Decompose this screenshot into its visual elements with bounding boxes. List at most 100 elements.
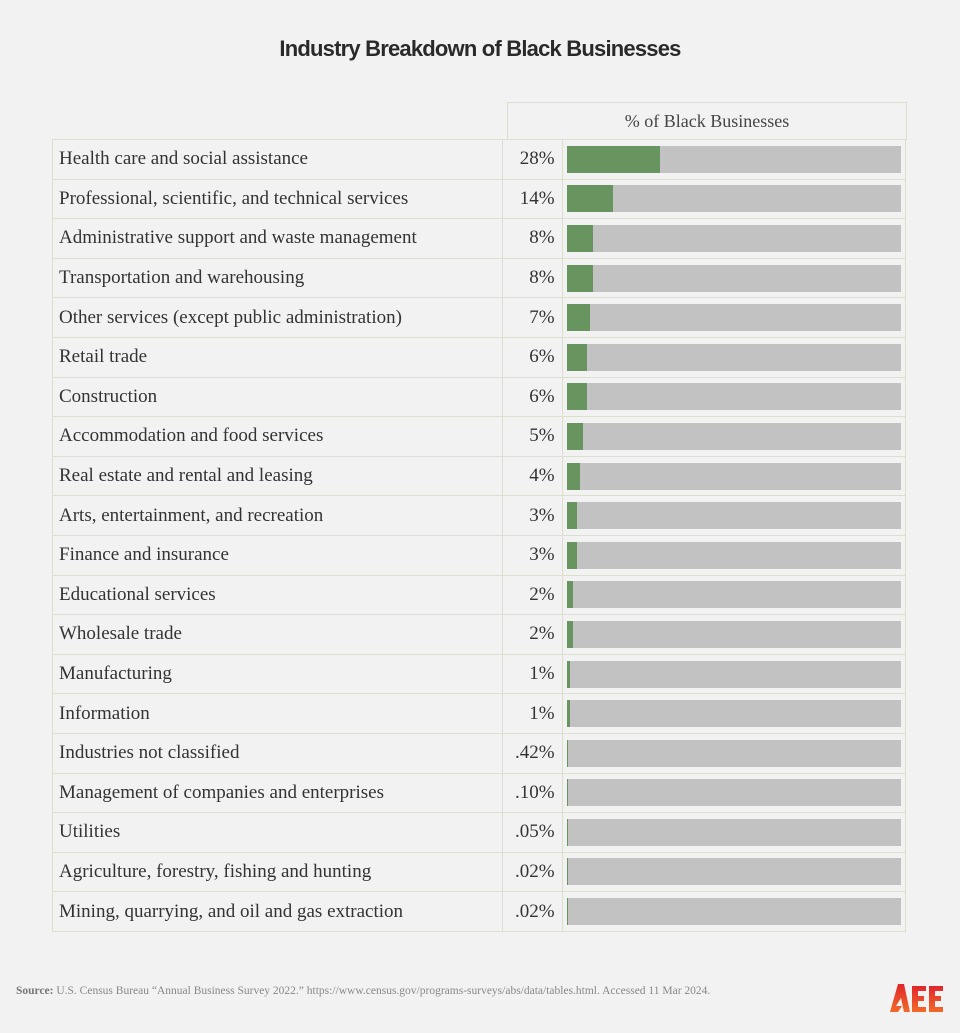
category-label: Retail trade	[52, 336, 503, 378]
bar	[566, 185, 614, 213]
bar-track	[566, 581, 901, 609]
bar	[566, 818, 569, 846]
bar-cell	[561, 257, 907, 299]
bar-cell	[561, 297, 907, 338]
value-label: 1%	[501, 653, 563, 695]
bar-track	[566, 462, 901, 490]
breakdown-table: Health care and social assistance 28% Pr…	[52, 139, 907, 932]
bar	[566, 462, 580, 490]
value-label: .42%	[501, 732, 563, 774]
bar-cell	[561, 495, 907, 536]
table-row: Management of companies and enterprises …	[52, 772, 907, 814]
value-label: .10%	[501, 772, 563, 814]
bar-track	[566, 660, 901, 688]
bar	[566, 422, 584, 450]
value-label: 14%	[501, 178, 563, 220]
bar	[566, 224, 594, 252]
bar	[566, 502, 577, 530]
bar-track	[566, 304, 901, 332]
value-label: 28%	[501, 139, 563, 180]
bar-track	[566, 422, 901, 450]
table-row: Agriculture, forestry, fishing and hunti…	[52, 851, 907, 893]
bar-track	[566, 224, 901, 252]
bar-cell	[561, 891, 907, 932]
bar-cell	[561, 851, 907, 893]
category-label: Construction	[52, 376, 503, 418]
table-row: Mining, quarrying, and oil and gas extra…	[52, 891, 907, 932]
table-row: Wholesale trade 2%	[52, 614, 907, 655]
bar-cell	[561, 653, 907, 695]
table-row: Retail trade 6%	[52, 336, 907, 378]
bar-cell	[561, 534, 907, 576]
bar-cell	[561, 574, 907, 616]
bar	[566, 620, 574, 648]
table-row: Real estate and rental and leasing 4%	[52, 455, 907, 497]
value-label: 1%	[501, 693, 563, 734]
table-row: Information 1%	[52, 693, 907, 734]
bar-cell	[561, 178, 907, 220]
bar	[566, 304, 590, 332]
bar-track	[566, 818, 901, 846]
bar-track	[566, 898, 901, 926]
bar	[566, 264, 594, 292]
table-row: Educational services 2%	[52, 574, 907, 616]
bar-track	[566, 620, 901, 648]
category-label: Accommodation and food services	[52, 416, 503, 457]
table-row: Accommodation and food services 5%	[52, 416, 907, 457]
bar-track	[566, 145, 901, 173]
bar	[566, 660, 570, 688]
category-label: Arts, entertainment, and recreation	[52, 495, 503, 536]
category-label: Wholesale trade	[52, 614, 503, 655]
bar	[566, 581, 574, 609]
value-label: 4%	[501, 455, 563, 497]
source-label: Source:	[16, 985, 54, 997]
table-row: Construction 6%	[52, 376, 907, 418]
bar-cell	[561, 732, 907, 774]
category-label: Other services (except public administra…	[52, 297, 503, 338]
value-label: 3%	[501, 495, 563, 536]
category-label: Health care and social assistance	[52, 139, 503, 180]
value-label: .05%	[501, 812, 563, 853]
bar-track	[566, 858, 901, 886]
bar-track	[566, 700, 901, 728]
bar-track	[566, 779, 901, 807]
column-header: % of Black Businesses	[507, 102, 907, 140]
bar-cell	[561, 812, 907, 853]
bar	[566, 541, 577, 569]
value-label: .02%	[501, 851, 563, 893]
bar-cell	[561, 416, 907, 457]
aee-logo	[890, 984, 943, 1012]
value-label: 8%	[501, 257, 563, 299]
bar	[566, 779, 569, 807]
category-label: Management of companies and enterprises	[52, 772, 503, 814]
chart-title: Industry Breakdown of Black Businesses	[279, 36, 681, 61]
bar-cell	[561, 376, 907, 418]
bar-cell	[561, 139, 907, 180]
table-row: Utilities .05%	[52, 812, 907, 853]
bar-cell	[561, 218, 907, 259]
category-label: Administrative support and waste managem…	[52, 218, 503, 259]
table-row: Professional, scientific, and technical …	[52, 178, 907, 220]
category-label: Mining, quarrying, and oil and gas extra…	[52, 891, 503, 932]
value-label: 6%	[501, 376, 563, 418]
bar-cell	[561, 693, 907, 734]
table-row: Transportation and warehousing 8%	[52, 257, 907, 299]
value-label: 2%	[501, 574, 563, 616]
value-label: 2%	[501, 614, 563, 655]
category-label: Educational services	[52, 574, 503, 616]
category-label: Transportation and warehousing	[52, 257, 503, 299]
value-label: .02%	[501, 891, 563, 932]
table-row: Other services (except public administra…	[52, 297, 907, 338]
table-row: Health care and social assistance 28%	[52, 139, 907, 180]
table-row: Arts, entertainment, and recreation 3%	[52, 495, 907, 536]
table-row: Finance and insurance 3%	[52, 534, 907, 576]
category-label: Manufacturing	[52, 653, 503, 695]
bar-track	[566, 185, 901, 213]
category-label: Professional, scientific, and technical …	[52, 178, 503, 220]
table-row: Administrative support and waste managem…	[52, 218, 907, 259]
bar	[566, 343, 587, 371]
value-label: 7%	[501, 297, 563, 338]
bar	[566, 145, 661, 173]
bar-cell	[561, 772, 907, 814]
